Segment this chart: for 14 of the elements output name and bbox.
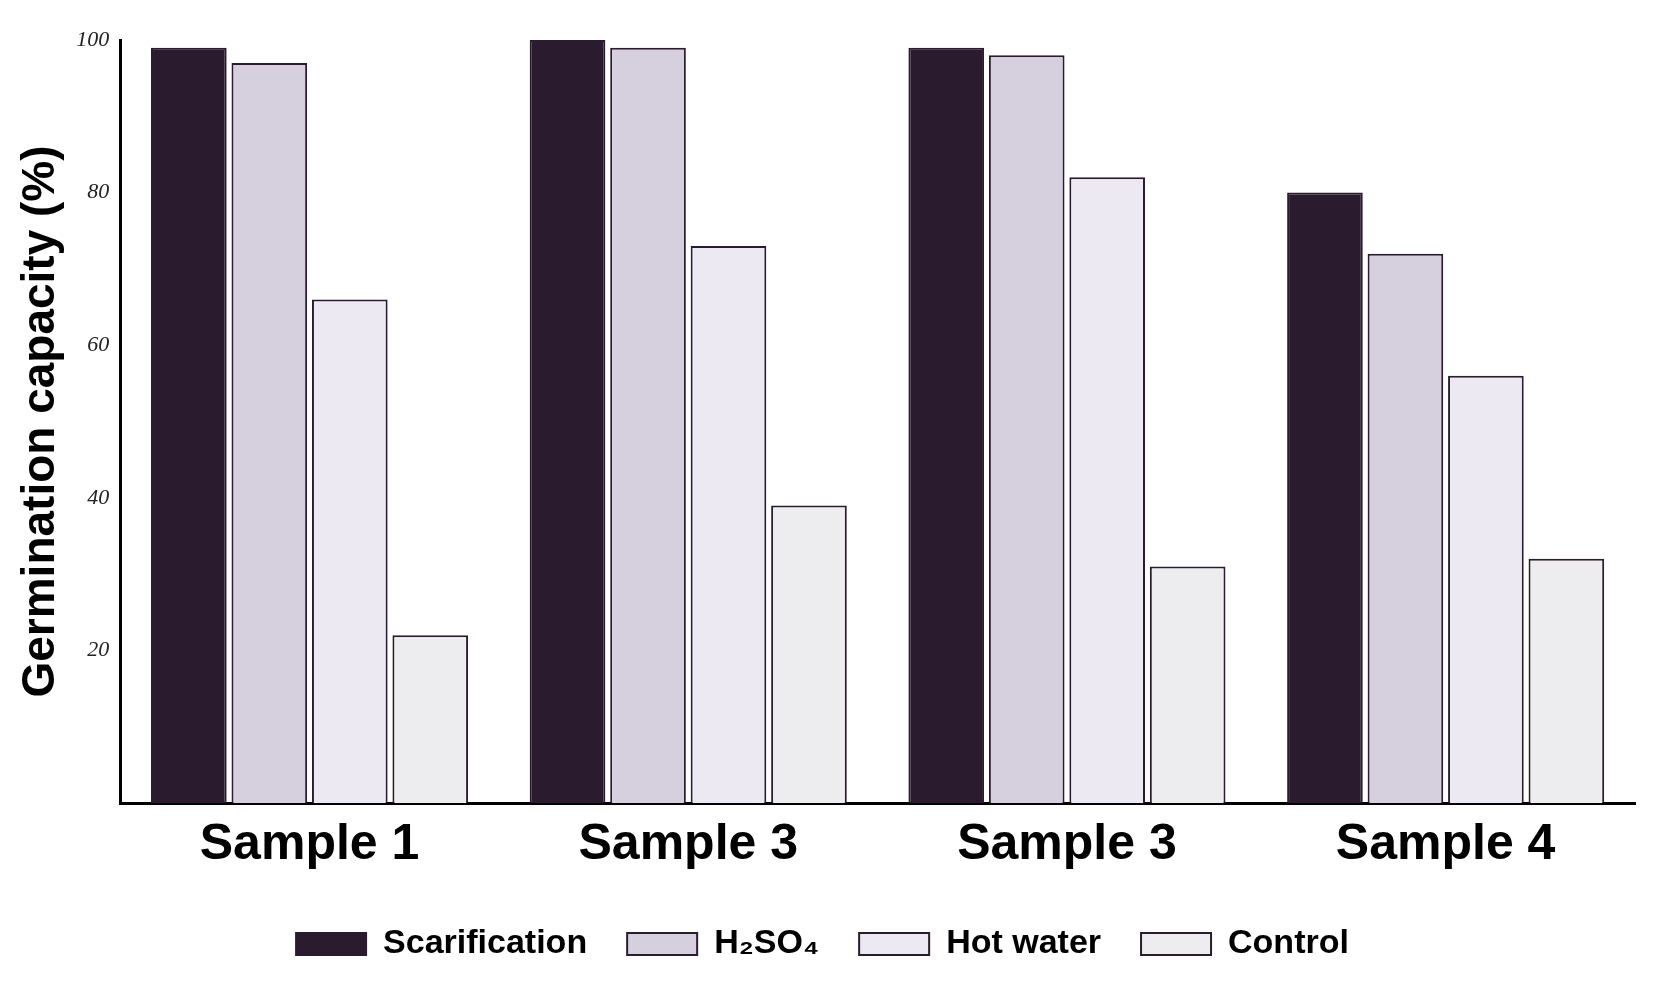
x-tick-label: Sample 4 xyxy=(1335,813,1556,870)
y-tick-label: 20 xyxy=(87,636,110,662)
x-tick-label: Sample 3 xyxy=(578,813,799,870)
legend-label: H₂SO₄ xyxy=(714,922,820,961)
y-tick-label: 40 xyxy=(87,483,110,509)
y-tick-label: 80 xyxy=(87,178,110,204)
x-tick-label: Sample 1 xyxy=(199,813,420,870)
legend-label: Hot water xyxy=(946,922,1102,961)
legend-label: Control xyxy=(1228,922,1349,961)
y-tick-label: 100 xyxy=(76,25,110,51)
x-tick-label: Sample 3 xyxy=(957,813,1177,870)
legend-label: Scarification xyxy=(383,922,588,961)
y-axis-title: Germination capacity (%) xyxy=(12,145,65,698)
y-tick-label: 60 xyxy=(87,330,110,356)
